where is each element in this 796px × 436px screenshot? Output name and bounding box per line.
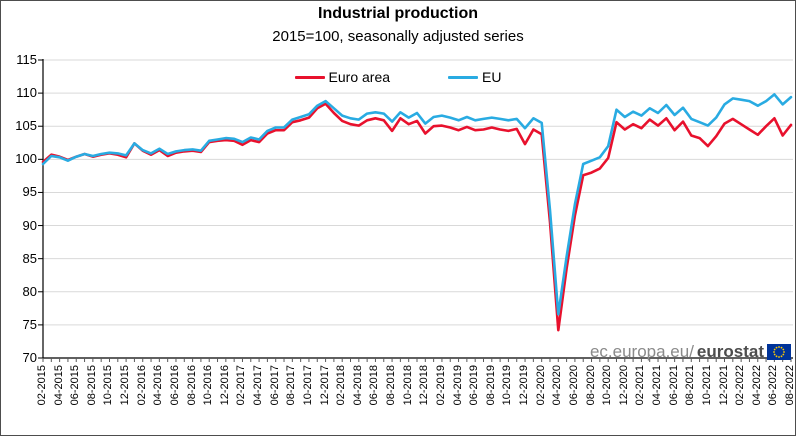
x-tick-label: 06-2019 [468,365,481,406]
x-tick-label: 04-2015 [52,365,65,406]
eu-flag-star [782,348,785,351]
eu-flag-star [783,351,785,353]
x-tick-label: 08-2020 [584,365,597,406]
y-tick-label: 80 [22,283,37,299]
x-tick-label: 06-2018 [368,365,381,406]
x-tick-label: 08-2021 [684,365,697,406]
x-tick-label: 12-2015 [119,365,132,406]
x-tick-label: 08-2016 [185,365,198,406]
x-tick-label: 12-2018 [418,365,431,406]
x-tick-label: 08-2019 [484,365,497,406]
chart-subtitle: 2015=100, seasonally adjusted series [272,28,524,45]
x-tick-label: 08-2015 [85,365,98,406]
eu-flag-star [773,351,775,353]
x-tick-label: 06-2015 [69,365,82,406]
legend-item-euro-area: Euro area [294,69,391,85]
eu-flag-star [775,355,778,358]
y-tick-label: 100 [15,151,37,167]
x-tick-label: 04-2021 [651,365,664,406]
legend: Euro area EU [1,69,795,85]
y-tick-label: 110 [16,85,37,101]
x-tick-label: 06-2020 [567,365,580,406]
eu-flag-star [780,355,783,358]
x-tick-label: 02-2015 [36,365,48,406]
eu-flag-icon [767,344,791,360]
x-tick-label: 02-2021 [634,365,647,406]
x-tick-label: 08-2017 [285,365,298,406]
x-tick-label: 12-2020 [617,365,630,406]
x-tick-label: 04-2018 [351,365,364,406]
x-tick-label: 10-2018 [401,365,414,406]
x-tick-label: 12-2019 [518,365,531,406]
x-tick-label: 08-2018 [385,365,398,406]
watermark-url-prefix: ec.europa.eu/ [589,342,694,361]
legend-item-eu: EU [448,69,501,85]
x-tick-label: 06-2017 [268,365,281,406]
y-tick-label: 115 [16,52,37,67]
x-tick-label: 12-2021 [717,365,730,406]
y-tick-label: 90 [22,217,37,233]
x-tick-label: 02-2020 [534,365,547,406]
y-tick-label: 75 [22,316,37,332]
x-tick-label: 02-2017 [235,365,248,406]
x-tick-label: 10-2015 [102,365,115,406]
watermark-brand: eurostat [696,342,764,361]
x-tick-label: 06-2022 [767,365,780,406]
legend-label-euro-area: Euro area [328,69,391,85]
eu-flag-star [780,346,783,349]
series-line-eu [41,93,793,316]
x-tick-label: 10-2019 [501,365,514,406]
x-tick-label: 06-2016 [168,365,181,406]
x-tick-label: 04-2016 [152,365,165,406]
eu-flag-star [778,356,780,358]
chart-title: Industrial production [318,5,478,22]
x-tick-label: 02-2022 [734,365,747,406]
x-tick-label: 10-2021 [700,365,713,406]
eurostat-watermark: ec.europa.eu/eurostat [590,342,791,362]
eu-flag-star [773,348,776,351]
legend-label-eu: EU [482,69,502,85]
x-tick-label: 12-2017 [318,365,331,406]
y-tick-label: 105 [15,118,37,134]
series-line-euro-area [41,102,793,332]
x-tick-label: 04-2020 [551,365,564,406]
eu-flag-star [778,346,780,348]
x-tick-label: 08-2022 [784,365,796,406]
y-tick-label: 95 [22,184,37,200]
x-tick-label: 04-2022 [750,365,763,406]
eu-line-swatch [448,75,479,79]
eu-flag-star [775,346,778,349]
euro-area-line-swatch [294,75,325,79]
x-tick-label: 12-2016 [218,365,231,406]
x-tick-label: 04-2019 [451,365,464,406]
x-tick-label: 02-2019 [434,365,447,406]
x-tick-label: 10-2016 [202,365,215,406]
eu-flag-star [782,353,785,356]
y-tick-label: 85 [22,250,37,266]
x-tick-label: 06-2021 [667,365,680,406]
x-tick-label: 02-2018 [335,365,348,406]
eu-flag-star [773,353,776,356]
x-tick-label: 04-2017 [252,365,265,406]
y-tick-label: 70 [22,350,37,365]
x-tick-label: 10-2020 [601,365,614,406]
x-tick-label: 02-2016 [135,365,148,406]
x-tick-label: 10-2017 [301,365,314,406]
